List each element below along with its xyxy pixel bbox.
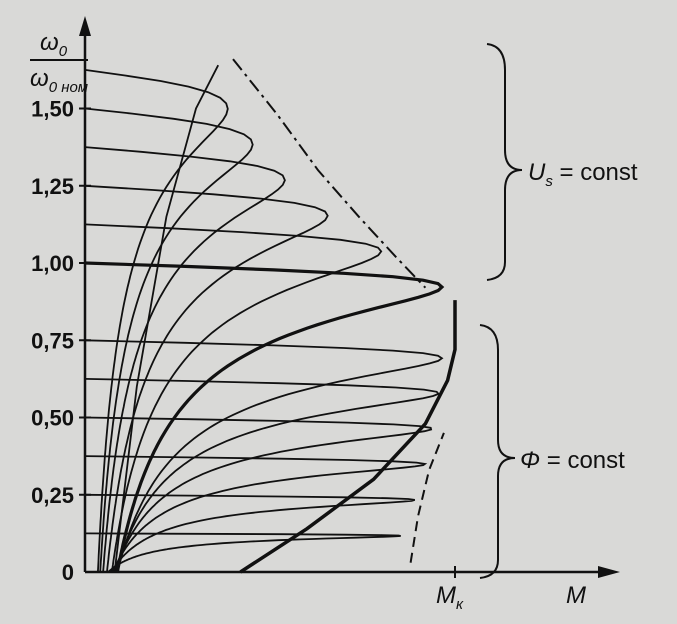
y-tick-label: 1,50 bbox=[31, 97, 74, 122]
svg-text:ω0: ω0 bbox=[40, 29, 68, 60]
curve-const-voltage bbox=[84, 184, 329, 573]
svg-text:ω0 ном: ω0 ном bbox=[30, 65, 88, 96]
annotation-voltage: Us = const bbox=[528, 159, 638, 190]
y-axis-label: ω0 ω0 ном bbox=[30, 29, 88, 96]
curve-const-voltage bbox=[84, 107, 254, 573]
bold-envelope bbox=[239, 300, 457, 574]
axes-layer bbox=[79, 16, 620, 578]
y-tick-label: 0,75 bbox=[31, 328, 74, 353]
dashdot-envelope bbox=[232, 58, 427, 289]
annotation-flux: Φ = const bbox=[520, 447, 625, 474]
curve-const-voltage bbox=[84, 69, 229, 573]
curves-layer bbox=[84, 58, 457, 574]
curve-nominal bbox=[84, 261, 445, 573]
x-tick-mk: Mк bbox=[436, 582, 464, 613]
ticks-layer: 0 0,25 0,50 0,75 1,00 1,25 1,50 bbox=[31, 97, 456, 585]
y-tick-label: 0 bbox=[62, 560, 74, 585]
y-axis-arrow bbox=[79, 16, 91, 36]
curve-const-flux bbox=[84, 339, 444, 573]
boundary-line bbox=[113, 64, 220, 573]
x-axis-label: M bbox=[566, 582, 586, 609]
brace-voltage bbox=[486, 43, 523, 281]
y-tick-label: 0,25 bbox=[31, 483, 74, 508]
curve-const-voltage bbox=[84, 146, 286, 573]
y-tick-label: 1,25 bbox=[31, 174, 74, 199]
x-axis-arrow bbox=[598, 566, 620, 578]
y-tick-label: 1,00 bbox=[31, 251, 74, 276]
brace-flux bbox=[479, 324, 516, 579]
y-tick-label: 0,50 bbox=[31, 406, 74, 431]
dash-envelope bbox=[409, 432, 445, 563]
